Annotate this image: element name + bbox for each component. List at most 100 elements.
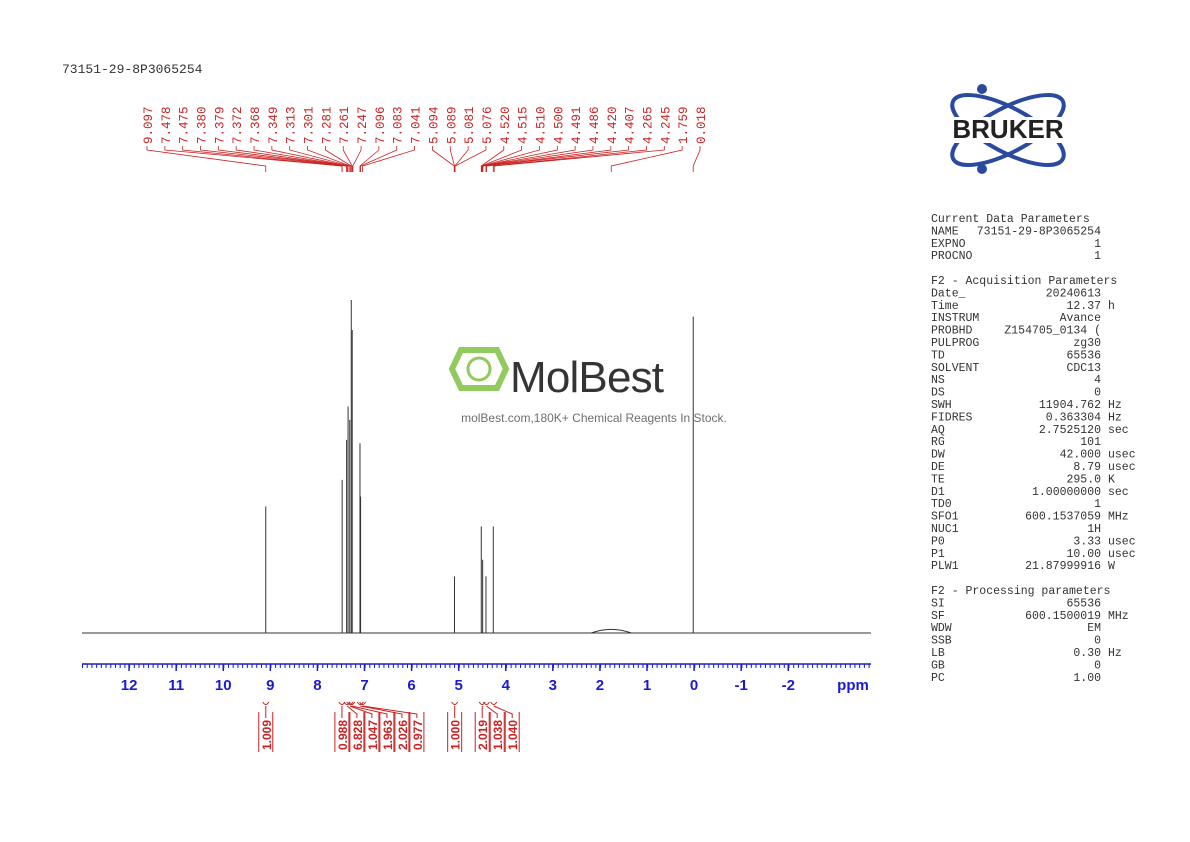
peak-label: 7.475 — [178, 106, 192, 144]
peak-label: 4.407 — [624, 106, 638, 144]
integral-label: 1.009 — [260, 720, 274, 750]
param-value: 10.00 — [1066, 548, 1101, 561]
x-tick-label: -1 — [734, 677, 747, 694]
peak-label: 7.372 — [231, 106, 245, 144]
peak-label: 5.076 — [481, 106, 495, 144]
param-unit: sec — [1108, 424, 1129, 437]
x-tick-label: 12 — [121, 677, 138, 694]
integral-label: 1.038 — [491, 720, 505, 750]
peak-pointer — [307, 146, 351, 172]
peak-pointer — [360, 146, 398, 172]
peak-label: 7.313 — [285, 106, 299, 144]
peak-label: 9.097 — [142, 106, 156, 144]
peak-label: 0.018 — [695, 106, 709, 144]
peak-label: 7.301 — [303, 106, 317, 144]
param-unit: MHz — [1108, 511, 1129, 524]
param-value: 600.1500019 — [1025, 610, 1101, 623]
peak-label: 7.368 — [249, 106, 263, 144]
param-unit: Hz — [1108, 647, 1122, 660]
param-name: EXPNO — [931, 238, 966, 251]
param-value: 42.000 — [1060, 449, 1102, 462]
peak-pointer — [481, 146, 540, 172]
integral-bracket — [483, 701, 498, 718]
param-name: NAME — [931, 225, 959, 238]
param-name: PROBHD — [931, 325, 973, 338]
peak-label: 7.379 — [213, 106, 227, 144]
peak-label: 5.089 — [445, 106, 459, 144]
param-value: 1 — [1094, 250, 1101, 263]
watermark-name: MolBest — [510, 353, 664, 402]
peak-pointer — [454, 146, 469, 172]
param-name: PC — [931, 672, 945, 685]
param-unit: h — [1108, 300, 1115, 313]
x-tick-label: 8 — [313, 677, 321, 694]
param-value: 1.00000000 — [1032, 486, 1101, 499]
param-name: Time — [931, 300, 959, 313]
integral-bracket — [356, 701, 403, 718]
param-value: 600.1537059 — [1025, 511, 1101, 524]
peak-pointer — [253, 146, 348, 172]
peak-pointer — [182, 146, 343, 172]
peak-pointer — [289, 146, 351, 172]
integral-label: 2.026 — [396, 720, 410, 750]
section-title: F2 - Acquisition Parameters — [931, 275, 1117, 288]
param-name: RG — [931, 436, 945, 449]
x-tick-label: 10 — [215, 677, 232, 694]
x-axis-label: ppm — [837, 677, 869, 694]
x-tick-label: 11 — [168, 677, 184, 694]
param-value: 65536 — [1066, 597, 1101, 610]
integral-bracket — [338, 701, 346, 718]
peak-pointer — [271, 146, 349, 172]
param-name: SF — [931, 610, 945, 623]
param-unit: usec — [1108, 548, 1136, 561]
peak-label: 4.420 — [606, 106, 620, 144]
param-name: SOLVENT — [931, 362, 979, 375]
section-title: F2 - Processing parameters — [931, 585, 1110, 598]
param-value: 2.7525120 — [1039, 424, 1101, 437]
peak-label: 7.247 — [356, 106, 370, 144]
watermark: MolBest molBest.com,180K+ Chemical Reage… — [448, 347, 727, 425]
param-name: INSTRUM — [931, 312, 979, 325]
param-name: SI — [931, 597, 945, 610]
peak-label: 5.081 — [463, 106, 477, 144]
param-unit: usec — [1108, 461, 1136, 474]
param-value: 4 — [1094, 374, 1101, 387]
peak-pointer — [454, 146, 487, 172]
param-name: DS — [931, 387, 945, 400]
x-tick-label: 3 — [549, 677, 557, 694]
peak-pointer — [432, 146, 455, 172]
peak-label: 4.486 — [588, 106, 602, 144]
param-value: 8.79 — [1073, 461, 1101, 474]
param-unit: sec — [1108, 486, 1129, 499]
param-value: 295.0 — [1066, 473, 1101, 486]
peak-label: 7.041 — [410, 106, 424, 144]
sample-title: 73151-29-8P3065254 — [62, 62, 203, 77]
peak-pointer — [486, 146, 630, 172]
param-name: D1 — [931, 486, 945, 499]
param-name: P1 — [931, 548, 945, 561]
param-name: SSB — [931, 635, 952, 648]
param-unit: usec — [1108, 449, 1136, 462]
peak-label: 4.265 — [641, 106, 655, 144]
peak-pointer — [482, 146, 594, 172]
peak-pointer — [359, 146, 380, 172]
x-tick-label: 4 — [502, 677, 511, 694]
integral-bracket — [359, 701, 418, 718]
param-value: 0.30 — [1073, 647, 1101, 660]
param-value: 1 — [1094, 498, 1101, 511]
param-value: 1 — [1094, 238, 1101, 251]
peak-pointer — [493, 146, 665, 172]
peak-pointer — [481, 146, 558, 172]
peak-label: 7.083 — [392, 106, 406, 144]
integral-bracket — [348, 701, 388, 718]
peak-label: 7.281 — [320, 106, 334, 144]
x-tick-label: 0 — [690, 677, 698, 694]
peak-label: 7.380 — [196, 106, 210, 144]
param-name: DW — [931, 449, 945, 462]
integral-bracket — [451, 701, 459, 718]
integral-label: 1.000 — [449, 720, 463, 750]
integral-label: 6.828 — [351, 720, 365, 750]
param-name: FIDRES — [931, 411, 973, 424]
peak-label: 4.520 — [499, 106, 513, 144]
